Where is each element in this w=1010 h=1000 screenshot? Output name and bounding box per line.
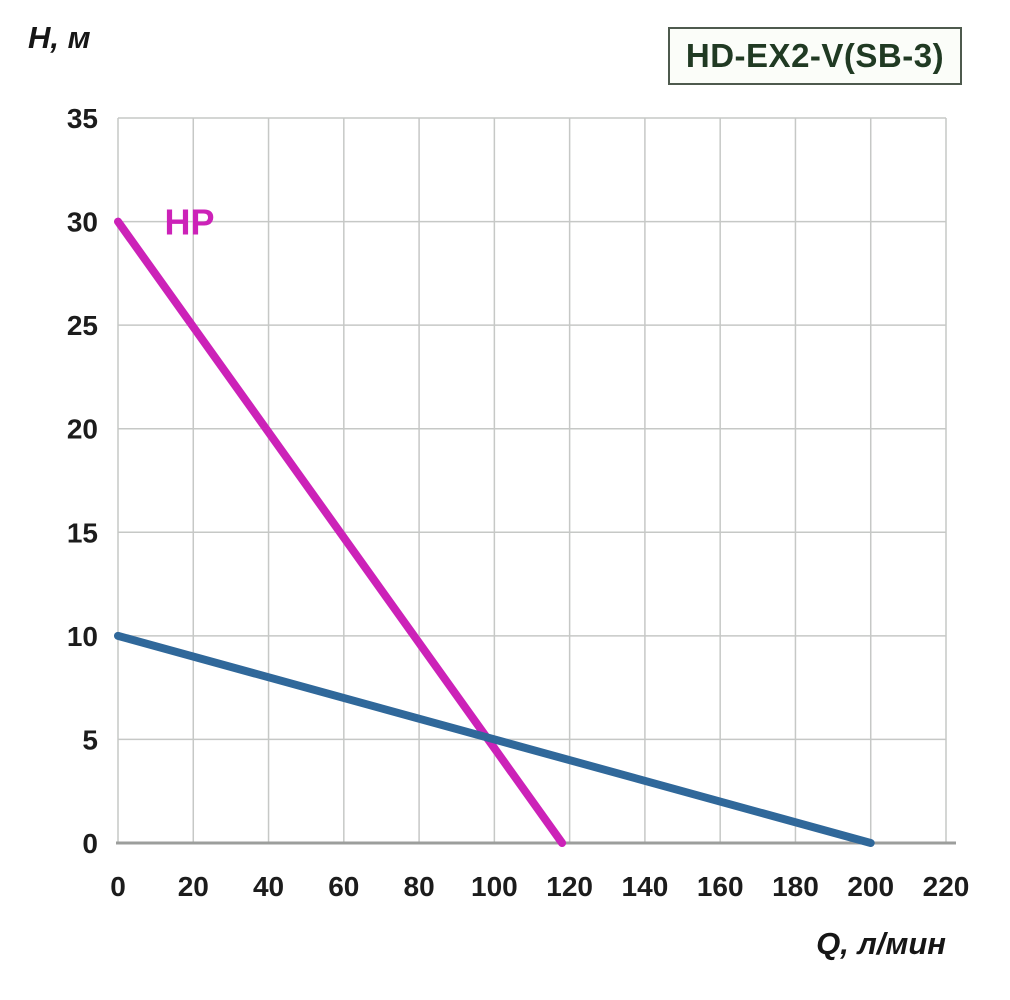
x-tick-label: 140 — [622, 871, 669, 902]
x-tick-label: 60 — [328, 871, 359, 902]
y-tick-label: 0 — [82, 828, 98, 859]
series-line-pump-curve — [114, 631, 875, 847]
x-tick-label: 80 — [404, 871, 435, 902]
y-tick-label: 5 — [82, 724, 98, 755]
x-tick-label: 120 — [546, 871, 593, 902]
y-tick-label: 15 — [67, 517, 98, 548]
chart-title: HD-EX2-V(SB-3) — [685, 37, 945, 74]
y-tick-label: 20 — [67, 414, 98, 445]
chart-title-box: HD-EX2-V(SB-3) — [668, 27, 962, 85]
x-tick-label: 20 — [178, 871, 209, 902]
x-tick-label: 180 — [772, 871, 819, 902]
x-tick-label: 100 — [471, 871, 518, 902]
x-tick-label: 160 — [697, 871, 744, 902]
x-axis-title: Q, л/мин — [816, 926, 946, 961]
y-tick-label: 30 — [67, 207, 98, 238]
y-tick-label: 35 — [67, 103, 98, 134]
series-label-HP: HP — [165, 202, 215, 243]
y-tick-label: 10 — [67, 621, 98, 652]
y-axis-title: H, м — [28, 20, 91, 55]
y-tick-label: 25 — [67, 310, 98, 341]
x-tick-label: 40 — [253, 871, 284, 902]
x-tick-label: 200 — [847, 871, 894, 902]
x-tick-label: 220 — [923, 871, 970, 902]
x-tick-label: 0 — [110, 871, 126, 902]
